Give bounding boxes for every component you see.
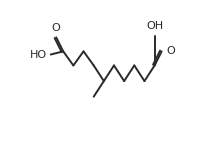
Text: O: O (165, 46, 174, 56)
Text: O: O (52, 23, 60, 33)
Text: OH: OH (145, 21, 162, 31)
Text: HO: HO (29, 49, 47, 59)
